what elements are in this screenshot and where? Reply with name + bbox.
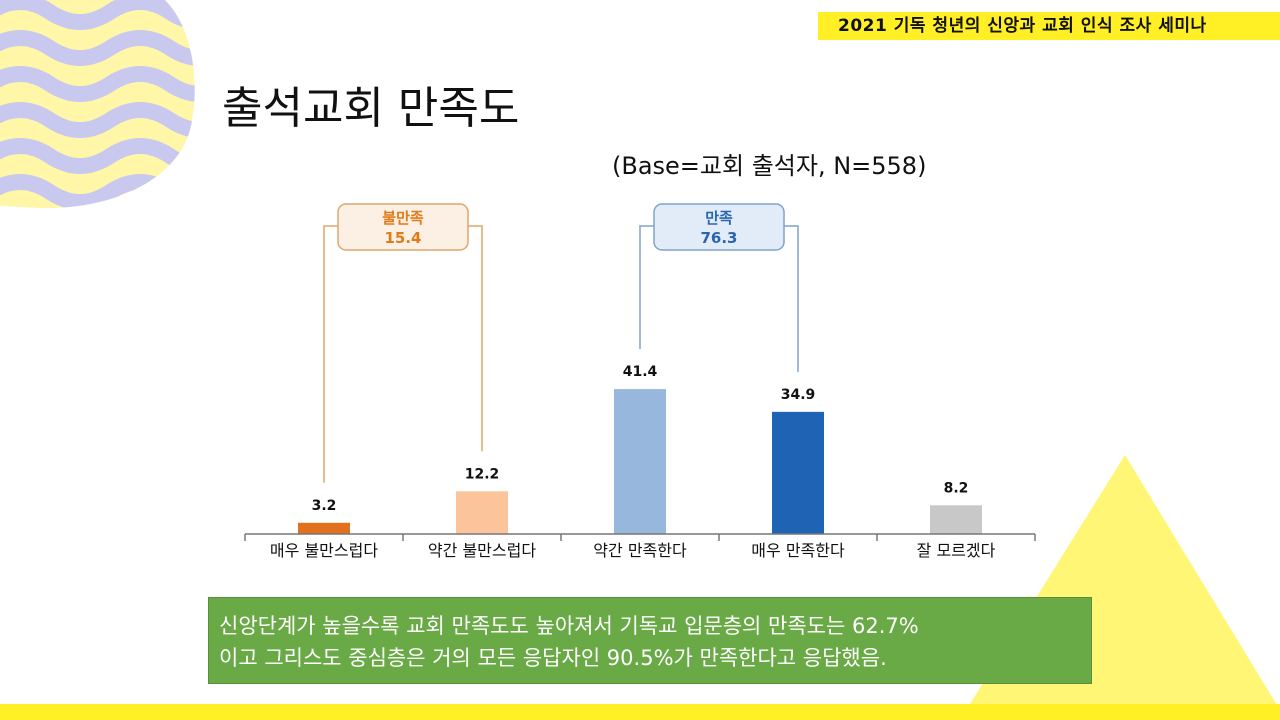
group-label: 만족 [705,209,733,227]
group-box [653,203,785,251]
group-bracket-right [468,225,483,452]
group-value: 15.4 [384,229,421,247]
summary-line-1: 신앙단계가 높을수록 교회 만족도도 높아져서 기독교 입문층의 만족도는 62… [219,614,919,638]
base-note: (Base=교회 출석자, N=558) [612,152,927,180]
summary-line-2: 이고 그리스도 중심층은 거의 모든 응답자인 90.5%가 만족한다고 응답했… [219,646,887,670]
category-label: 약간 만족한다 [593,541,687,560]
category-label: 약간 불만스럽다 [428,541,536,560]
bar-4 [772,411,824,534]
category-label: 매우 불만스럽다 [270,541,378,560]
page-title: 출석교회 만족도 [222,83,520,134]
group-box [337,203,469,251]
bar-1 [298,522,350,534]
wave-decoration [0,0,195,209]
bar-value-label: 41.4 [623,364,658,380]
bar-value-label: 34.9 [781,387,816,403]
bar-2 [456,491,508,534]
bar-5 [930,505,982,534]
category-label: 매우 만족한다 [751,541,845,560]
group-bracket-right [784,225,799,372]
category-label: 잘 모르겠다 [917,541,996,560]
bar-3 [614,389,666,534]
group-value: 76.3 [700,229,737,247]
bottom-band [0,704,1280,720]
group-label: 불만족 [382,209,424,227]
bar-value-label: 3.2 [312,498,337,514]
bar-value-label: 8.2 [944,480,969,496]
group-bracket-left [639,225,654,350]
group-bracket-left [323,225,338,483]
bar-value-label: 12.2 [465,466,500,482]
seminar-banner: 2021 기독 청년의 신앙과 교회 인식 조사 세미나 [818,12,1280,40]
bar-chart: 3.2 매우 불만스럽다 12.2 약간 불만스럽다 41.4 약간 만족한다 34.9 매우… [244,203,1036,560]
summary-note: 신앙단계가 높을수록 교회 만족도도 높아져서 기독교 입문층의 만족도는 62… [208,597,1092,684]
